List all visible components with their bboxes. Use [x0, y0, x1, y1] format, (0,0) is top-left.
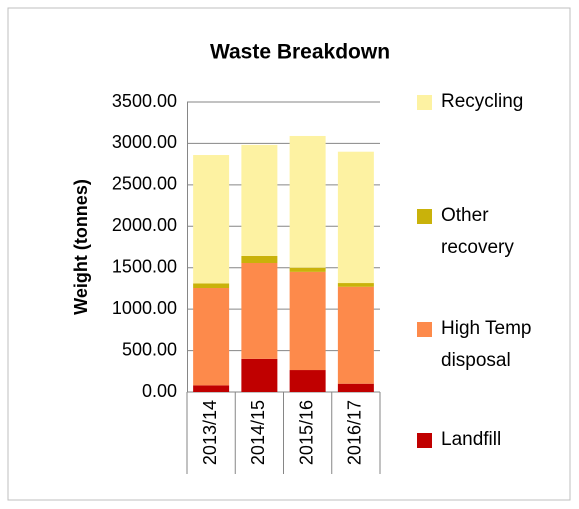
chart-border: [7, 7, 571, 501]
bar-segment: [289, 271, 326, 371]
y-tick-label: 500.00: [122, 339, 177, 359]
bar-segment: [193, 385, 230, 392]
bar-segment: [241, 255, 278, 263]
legend-label: Landfill: [441, 429, 502, 450]
bar-segment: [337, 286, 374, 384]
bar-segment: [193, 155, 230, 284]
bar-segment: [337, 383, 374, 392]
bar-segment: [193, 283, 230, 289]
legend-swatch: [417, 433, 432, 448]
legend-swatch: [417, 209, 432, 224]
y-axis-label: Weight (tonnes): [71, 179, 91, 315]
chart-title: Waste Breakdown: [210, 41, 390, 64]
bar-segment: [289, 135, 326, 268]
y-tick-label: 2000.00: [112, 215, 177, 235]
x-tick-label: 2015/16: [296, 400, 316, 465]
bar-segment: [193, 288, 230, 386]
x-tick-label: 2016/17: [345, 400, 365, 465]
x-tick-label: 2013/14: [200, 400, 220, 465]
y-tick-label: 0.00: [142, 381, 177, 401]
legend-label: High Temp disposal: [441, 318, 532, 371]
y-tick-label: 3000.00: [112, 132, 177, 152]
y-tick-label: 1500.00: [112, 256, 177, 276]
bar-segment: [289, 267, 326, 272]
bar-segment: [337, 151, 374, 284]
bar-segment: [241, 358, 278, 392]
legend-swatch: [417, 322, 432, 337]
y-tick-label: 3500.00: [112, 91, 177, 111]
bar-segment: [289, 370, 326, 392]
legend-label: Recycling: [441, 91, 524, 112]
bar-segment: [337, 283, 374, 287]
bar-segment: [241, 144, 278, 256]
y-tick-label: 2500.00: [112, 174, 177, 194]
legend-label: Other recovery: [441, 205, 514, 258]
y-tick-label: 1000.00: [112, 298, 177, 318]
x-tick-label: 2014/15: [248, 400, 268, 465]
legend-swatch: [417, 95, 432, 110]
bar-segment: [241, 262, 278, 359]
